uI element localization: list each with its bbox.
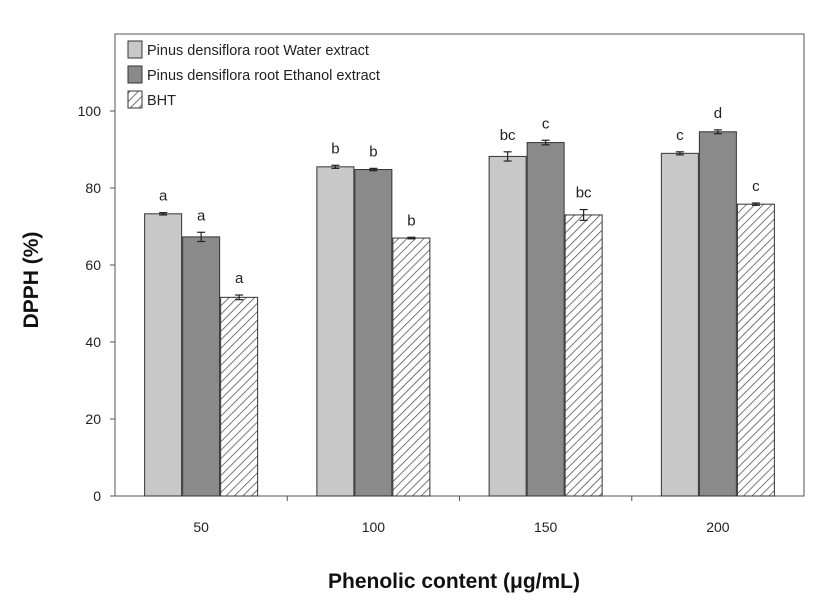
bar [698,131,737,497]
bars-group: a a a b b b bc c bc c d c [144,105,775,497]
significance-label: d [714,105,722,122]
y-tick-label: 80 [85,180,101,196]
bar [488,155,527,497]
legend-swatch [127,65,143,84]
legend-swatch [127,90,143,109]
bar [564,214,603,497]
bar [526,142,565,497]
y-tick-label: 20 [85,411,101,427]
axes-group: 0 20 40 60 80 100 50 100 150 200 [78,103,730,535]
legend-label: Pinus densiflora root Ethanol extract [147,68,380,84]
y-tick-label: 0 [93,488,101,504]
significance-label: bc [500,127,516,144]
y-tick-label: 100 [78,103,102,119]
legend-label: BHT [147,93,176,109]
bar [392,237,431,497]
significance-label: c [752,178,760,195]
x-tick-label: 150 [534,519,558,535]
x-tick-label: 100 [362,519,386,535]
significance-label: a [159,188,168,205]
significance-label: b [369,143,377,160]
bar [182,236,221,497]
bar [736,203,775,497]
legend-swatch [127,40,143,59]
y-axis-title: DPPH (%) [20,232,43,329]
significance-label: b [331,140,339,157]
bar [316,166,355,497]
bar [354,169,393,497]
x-tick-label: 50 [193,519,209,535]
x-tick-label: 200 [706,519,730,535]
bar [660,152,699,497]
significance-label: c [542,115,550,132]
significance-label: c [676,127,684,144]
y-tick-label: 60 [85,257,101,273]
bar [144,213,183,497]
significance-label: a [235,270,244,287]
legend: Pinus densiflora root Water extract Pinus… [127,40,380,109]
bar [220,296,259,497]
legend-label: Pinus densiflora root Water extract [147,43,369,59]
x-axis-title: Phenolic content (μg/mL) [328,570,580,593]
y-tick-label: 40 [85,334,101,350]
significance-label: b [407,212,415,229]
significance-label: a [197,207,206,224]
significance-label: bc [576,185,592,202]
